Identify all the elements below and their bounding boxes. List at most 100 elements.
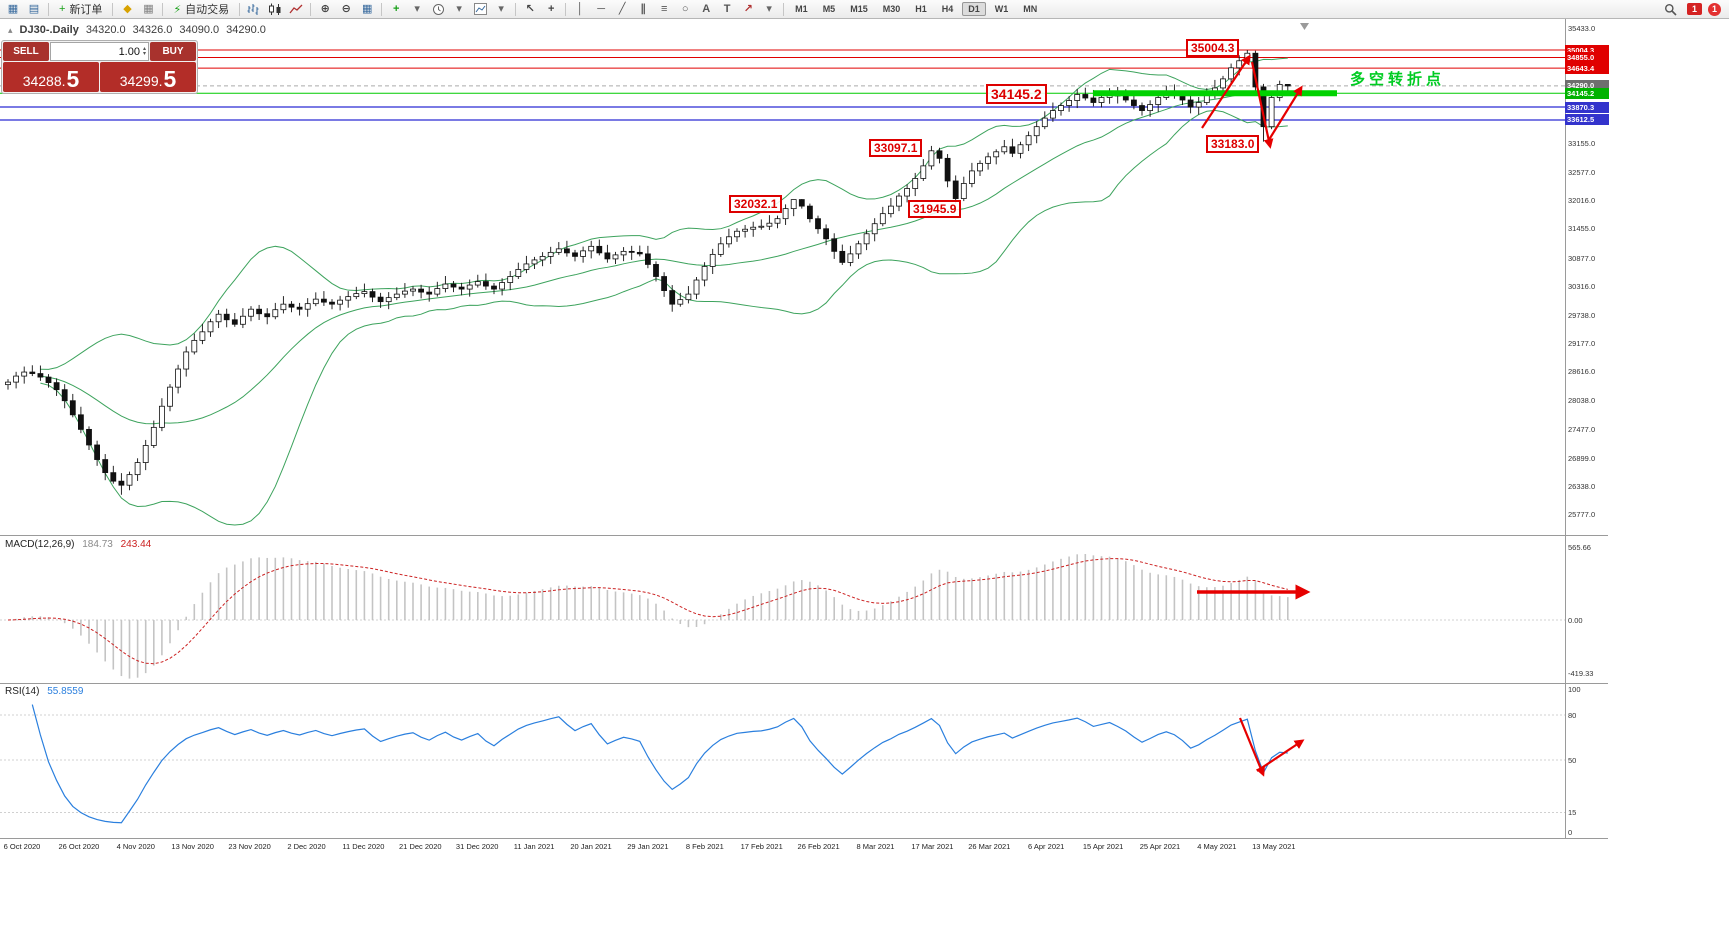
stepper-up-icon[interactable]: ▴ (142, 45, 146, 52)
date-label: 4 Nov 2020 (116, 842, 155, 851)
trend-arrow (1250, 61, 1274, 149)
date-label: 26 Feb 2021 (797, 842, 840, 851)
sell-button[interactable]: SELL (3, 42, 49, 61)
volume-field[interactable]: 1.00 ▴ ▾ (50, 42, 149, 61)
toolbar-separator (565, 2, 567, 16)
tile-windows-icon[interactable]: ▦ (361, 2, 373, 15)
candle-body (507, 276, 514, 283)
text-icon[interactable]: A (702, 2, 711, 15)
channel-icon[interactable]: ∥ (640, 2, 646, 15)
stepper-down-icon[interactable]: ▾ (142, 50, 146, 57)
trend-arrow (1266, 85, 1303, 144)
vertical-line-icon[interactable]: │ (576, 2, 584, 15)
timeframe-d1[interactable]: D1 (962, 2, 986, 16)
timeframe-m5[interactable]: M5 (822, 4, 836, 14)
candle-body (1058, 105, 1064, 111)
candle-body (175, 368, 182, 388)
fibonacci-icon[interactable]: ≡ (660, 2, 668, 15)
candle-body (207, 321, 214, 333)
candle-body (912, 178, 919, 189)
chart-layouts-icon[interactable]: ▦ (143, 2, 154, 15)
candle-body (904, 188, 910, 197)
timeframe-m30[interactable]: M30 (882, 4, 901, 14)
timeframe-h1[interactable]: H1 (915, 4, 927, 14)
rsi-axis-label: 100 (1568, 685, 1581, 694)
candle-body (1098, 97, 1105, 103)
candle-body (815, 218, 821, 230)
candle-body (1155, 97, 1162, 105)
candle-body (807, 205, 813, 220)
timeframe-mn[interactable]: MN (1023, 4, 1038, 14)
candle-body (329, 301, 335, 305)
candle-body (1268, 97, 1275, 128)
candle-body (491, 285, 497, 290)
new-chart-icon[interactable]: ▦ (7, 2, 19, 15)
shapes-icon[interactable]: ○ (681, 2, 689, 15)
notification-count-badge[interactable]: 1 (1708, 2, 1721, 16)
collapse-arrow-icon[interactable]: ▴ (8, 24, 13, 35)
candle-body (896, 195, 902, 207)
date-label: 8 Feb 2021 (685, 842, 724, 851)
auto-trading-button[interactable]: ⚡ 自动交易 (173, 3, 230, 17)
candlestick-chart-icon[interactable] (265, 1, 285, 17)
candle-body (693, 279, 700, 295)
date-label: 29 Jan 2021 (627, 842, 669, 851)
date-label: 8 Mar 2021 (856, 842, 895, 851)
trend-arrow (1256, 739, 1305, 772)
bollinger-band (40, 91, 1288, 425)
bar-chart-icon[interactable] (244, 1, 264, 17)
search-icon[interactable] (1661, 1, 1681, 17)
candle-body (645, 253, 651, 265)
window-list-icon[interactable]: ▤ (28, 2, 40, 15)
volume-stepper[interactable]: ▴ ▾ (142, 45, 146, 57)
candle-body (78, 414, 84, 430)
zoom-in-icon[interactable]: ⊕ (320, 2, 330, 15)
timeframe-h4[interactable]: H4 (941, 4, 954, 14)
alerts-badge[interactable]: 1 (1686, 3, 1702, 15)
price-annotation: 34145.2 (986, 84, 1047, 104)
rsi-name: RSI(14) (5, 686, 40, 697)
volume-value[interactable]: 1.00 (118, 45, 140, 58)
buy-price-pip: 5 (163, 66, 177, 92)
buy-button[interactable]: BUY (150, 42, 196, 61)
timeframe-m15[interactable]: M15 (850, 4, 868, 14)
new-order-button[interactable]: + 新订单 (59, 3, 103, 16)
timeframe-w1[interactable]: W1 (994, 4, 1009, 14)
indicators-dropdown-icon[interactable]: ▾ (414, 2, 420, 15)
periods-icon[interactable] (428, 1, 448, 17)
buy-price-button[interactable]: 34299. 5 (100, 62, 196, 92)
cursor-icon[interactable]: ↖ (525, 2, 535, 15)
sell-price-button[interactable]: 34288. 5 (3, 62, 99, 92)
horizontal-line-icon[interactable]: ─ (597, 2, 606, 15)
price-tag: 34145.2 (1565, 87, 1609, 99)
candle-body (288, 303, 295, 308)
date-label: 17 Mar 2021 (911, 842, 954, 851)
date-label: 25 Apr 2021 (1139, 842, 1181, 851)
label-icon[interactable]: T (723, 2, 731, 15)
crosshair-icon[interactable]: + (547, 2, 555, 15)
price-tick: 29738.0 (1568, 310, 1596, 320)
profiles-icon[interactable]: ◆ (123, 2, 132, 15)
candle-body (239, 315, 246, 325)
price-tick: 35433.0 (1568, 24, 1596, 34)
candle-body (1220, 78, 1226, 89)
price-tag: 34855.0 (1565, 52, 1609, 63)
trendline-icon[interactable]: ╱ (618, 2, 626, 15)
candle-body (847, 253, 854, 263)
rsi-axis-label: 0 (1568, 828, 1573, 837)
date-label: 2 Dec 2020 (287, 842, 326, 851)
templates-dropdown-icon[interactable]: ▾ (498, 2, 504, 15)
arrows-dropdown-icon[interactable]: ▾ (766, 2, 772, 15)
indicators-icon[interactable]: + (392, 2, 400, 15)
candle-body (53, 382, 60, 391)
zoom-out-icon[interactable]: ⊖ (341, 2, 351, 15)
timeframe-m1[interactable]: M1 (795, 4, 808, 14)
candle-body (636, 251, 643, 255)
templates-icon[interactable] (470, 1, 490, 17)
periods-dropdown-icon[interactable]: ▾ (456, 2, 462, 15)
candle-body (377, 296, 384, 303)
arrows-icon[interactable]: ↗ (743, 2, 753, 15)
line-chart-icon[interactable] (286, 1, 306, 17)
candle-body (1009, 146, 1016, 154)
